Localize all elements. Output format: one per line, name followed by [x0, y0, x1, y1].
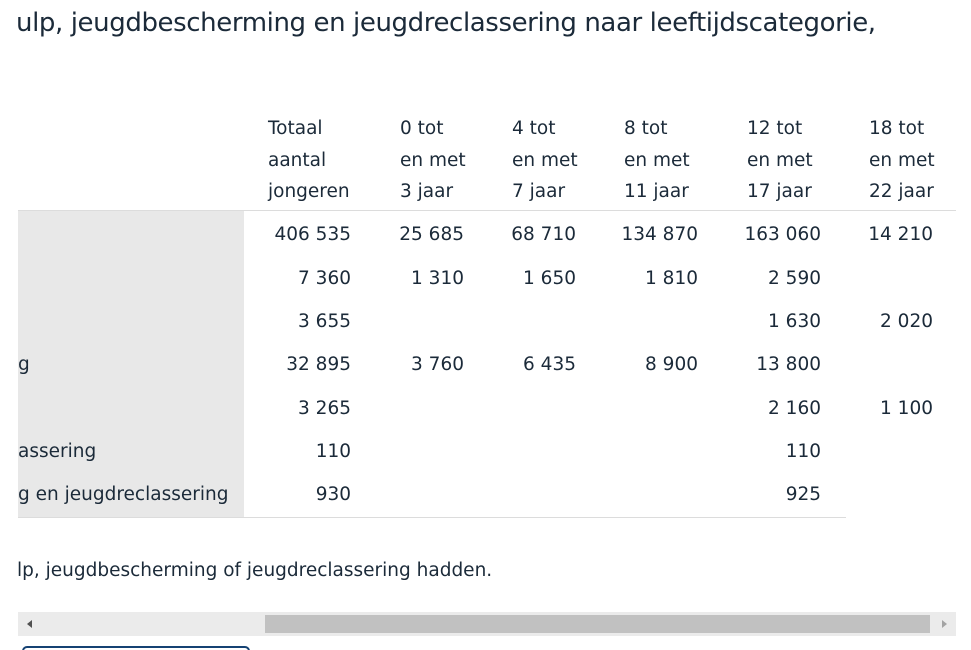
table-cell: 1 630 — [768, 311, 821, 332]
table-footnote: lp, jeugdbescherming of jeugdreclasserin… — [17, 560, 493, 581]
horizontal-scrollbar[interactable] — [18, 612, 956, 636]
table-cell: 6 435 — [523, 354, 576, 375]
table-cell: 7 360 — [298, 268, 351, 289]
table-cell: 134 870 — [621, 224, 698, 245]
triangle-left-icon — [27, 620, 32, 628]
table-cell: 32 895 — [286, 354, 351, 375]
table-cell: 1 100 — [880, 398, 933, 419]
table-cell: 1 650 — [523, 268, 576, 289]
table-scroll-region[interactable]: Totaal aantal jongeren 0 tot en met 3 ja… — [18, 110, 956, 520]
column-header-12-17-jaar: 12 tot en met 17 jaar — [747, 118, 813, 202]
table-cell: 925 — [785, 484, 821, 505]
row-label-column-background — [18, 211, 244, 518]
table-cell: 406 535 — [274, 224, 351, 245]
column-header-8-11-jaar: 8 tot en met 11 jaar — [624, 118, 690, 202]
table-cell: 2 590 — [768, 268, 821, 289]
table-cell: 13 800 — [756, 354, 821, 375]
column-header-4-7-jaar: 4 tot en met 7 jaar — [512, 118, 578, 202]
table-cell: 25 685 — [399, 224, 464, 245]
row-label: g — [18, 354, 30, 375]
scroll-left-button[interactable] — [18, 612, 42, 636]
row-label: g en jeugdreclassering — [18, 484, 229, 505]
table-cell: 2 020 — [880, 311, 933, 332]
scrollbar-thumb[interactable] — [265, 615, 930, 633]
table-cell: 14 210 — [868, 224, 933, 245]
table-cell: 3 655 — [298, 311, 351, 332]
table-cell: 68 710 — [511, 224, 576, 245]
table-cell: 1 810 — [645, 268, 698, 289]
table-cell: 3 265 — [298, 398, 351, 419]
table-cell: 110 — [315, 441, 351, 462]
table-cell: 110 — [785, 441, 821, 462]
table-cell: 1 310 — [411, 268, 464, 289]
table-cell: 930 — [315, 484, 351, 505]
header-divider — [18, 210, 956, 211]
table-cell: 2 160 — [768, 398, 821, 419]
table-cell: 3 760 — [411, 354, 464, 375]
column-header-0-3-jaar: 0 tot en met 3 jaar — [400, 118, 466, 202]
button-outline-partial[interactable] — [22, 646, 250, 650]
scroll-right-button[interactable] — [932, 612, 956, 636]
triangle-right-icon — [942, 620, 947, 628]
column-header-totaal: Totaal aantal jongeren — [268, 118, 350, 202]
table-cell: 163 060 — [744, 224, 821, 245]
table-title: ulp, jeugdbescherming en jeugdreclasseri… — [16, 8, 876, 38]
column-header-18-22-jaar: 18 tot en met 22 jaar — [869, 118, 935, 202]
row-label: assering — [18, 441, 97, 462]
table-cell: 8 900 — [645, 354, 698, 375]
table-bottom-divider — [18, 517, 846, 518]
